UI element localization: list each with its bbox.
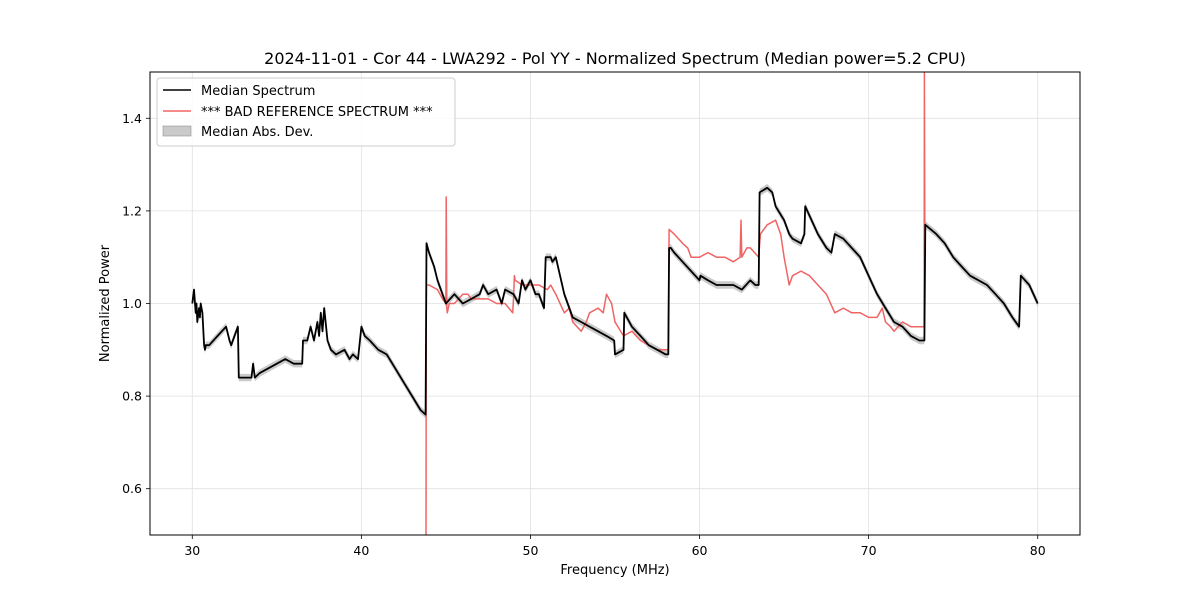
x-tick-label: 50 (523, 543, 539, 558)
legend-label-reference: *** BAD REFERENCE SPECTRUM *** (201, 105, 433, 120)
y-tick-label: 0.6 (122, 481, 142, 496)
x-tick-label: 30 (184, 543, 200, 558)
median-spectrum-line (191, 186, 1039, 416)
legend: Median Spectrum *** BAD REFERENCE SPECTR… (156, 77, 456, 147)
x-tick-label: 60 (692, 543, 708, 558)
reference-spectrum-line (425, 72, 926, 535)
y-tick-label: 1.0 (122, 296, 142, 311)
y-axis-title: Normalized Power (98, 244, 113, 362)
legend-label-median: Median Spectrum (201, 84, 315, 99)
chart-title: 2024-11-01 - Cor 44 - LWA292 - Pol YY - … (264, 49, 966, 68)
legend-box (156, 77, 456, 147)
legend-label-mad: Median Abs. Dev. (201, 125, 313, 140)
axis-ticks: 30 40 50 60 70 80 0.6 0.8 1.0 1.2 1.4 (122, 111, 1046, 558)
x-tick-label: 70 (861, 543, 877, 558)
x-axis-title: Frequency (MHz) (560, 563, 669, 578)
x-tick-label: 40 (353, 543, 369, 558)
y-tick-label: 0.8 (122, 389, 142, 404)
x-tick-label: 80 (1030, 543, 1046, 558)
legend-swatch-mad (162, 125, 192, 137)
data-layer (191, 72, 1039, 535)
y-tick-label: 1.2 (122, 203, 142, 218)
y-tick-label: 1.4 (122, 111, 142, 126)
